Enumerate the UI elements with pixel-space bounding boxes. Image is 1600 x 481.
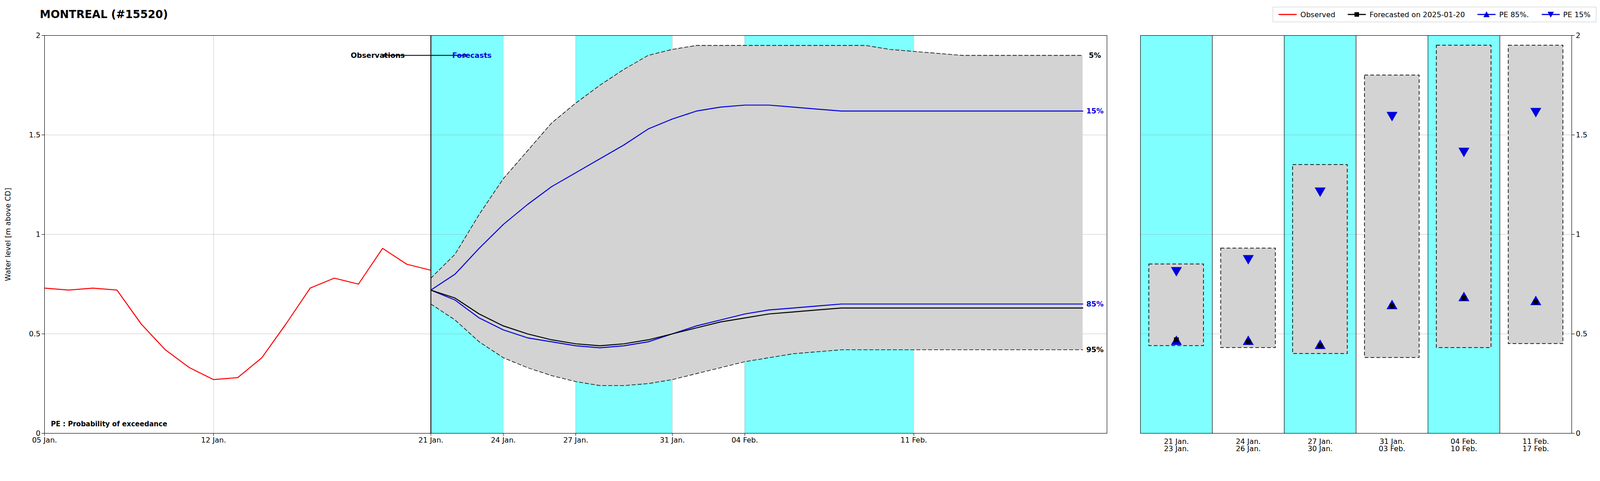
svg-text:2: 2 <box>35 31 41 40</box>
svg-text:21 Jan.: 21 Jan. <box>418 435 444 445</box>
svg-text:0.5: 0.5 <box>28 329 41 339</box>
svg-text:1: 1 <box>1576 230 1581 239</box>
svg-text:12 Jan.: 12 Jan. <box>201 435 227 445</box>
svg-text:21 Jan.23 Jan.: 21 Jan.23 Jan. <box>1163 437 1189 454</box>
svg-text:0: 0 <box>35 428 41 438</box>
svg-text:31 Jan.: 31 Jan. <box>660 435 685 445</box>
svg-text:Forecasts: Forecasts <box>452 51 492 60</box>
svg-text:05 Jan.: 05 Jan. <box>32 435 57 445</box>
svg-text:Water level [m above CD]: Water level [m above CD] <box>3 187 13 281</box>
svg-text:PE : Probability of exceedance: PE : Probability of exceedance <box>51 420 168 429</box>
svg-text:2: 2 <box>1576 31 1581 40</box>
svg-text:1: 1 <box>35 230 41 239</box>
svg-text:27 Jan.30 Jan.: 27 Jan.30 Jan. <box>1307 437 1333 454</box>
svg-text:15%: 15% <box>1086 106 1104 116</box>
html-text:PE 15%: PE 15% <box>1563 10 1591 19</box>
svg-text:85%: 85% <box>1086 299 1104 309</box>
svg-text:95%: 95% <box>1086 345 1104 354</box>
svg-text:24 Jan.26 Jan.: 24 Jan.26 Jan. <box>1235 437 1261 454</box>
svg-text:0: 0 <box>1576 429 1581 438</box>
html-text:Observed: Observed <box>1300 10 1336 19</box>
svg-text:04 Feb.10 Feb.: 04 Feb.10 Feb. <box>1450 437 1478 454</box>
svg-text:5%: 5% <box>1088 51 1101 60</box>
svg-text:27 Jan.: 27 Jan. <box>563 435 589 445</box>
html-text:MONTREAL (#15520): MONTREAL (#15520) <box>39 8 168 21</box>
svg-text:31 Jan.03 Feb.: 31 Jan.03 Feb. <box>1378 437 1406 454</box>
svg-text:Observations: Observations <box>350 51 406 60</box>
svg-text:24 Jan.: 24 Jan. <box>490 435 516 445</box>
svg-text:11 Feb.: 11 Feb. <box>900 435 928 445</box>
svg-text:04 Feb.: 04 Feb. <box>731 435 759 445</box>
svg-text:0.5: 0.5 <box>1576 329 1588 339</box>
html-text:Forecasted on 2025-01-20: Forecasted on 2025-01-20 <box>1369 10 1465 19</box>
svg-text:1.5: 1.5 <box>28 130 41 140</box>
svg-text:1.5: 1.5 <box>1576 130 1588 140</box>
svg-text:11 Feb.17 Feb.: 11 Feb.17 Feb. <box>1522 437 1550 454</box>
html-text:PE 85%.: PE 85%. <box>1499 10 1529 19</box>
